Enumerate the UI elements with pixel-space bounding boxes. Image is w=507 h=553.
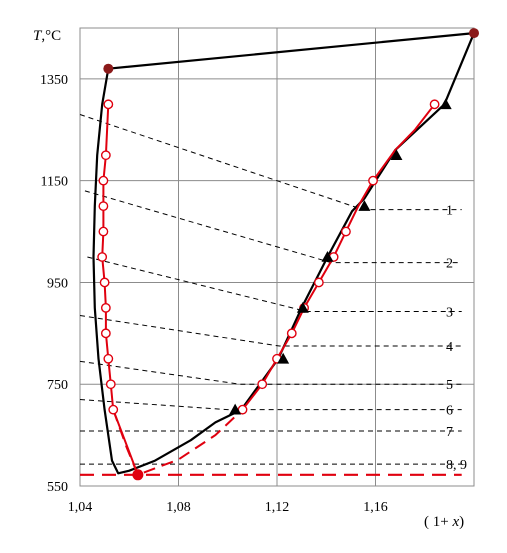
x-tick-label: 1,16 — [363, 500, 388, 515]
y-axis-label-unit: ,°C — [41, 28, 61, 44]
x-tick-label: 1,08 — [166, 500, 191, 515]
tie-line — [79, 398, 462, 411]
data-point-triangle — [358, 200, 371, 211]
data-point-triangle — [390, 149, 403, 161]
tie-line-label: 4 — [446, 340, 453, 355]
x-axis-label-close: ) — [459, 514, 464, 530]
data-point-circle — [100, 328, 111, 339]
data-point-circle — [97, 252, 108, 262]
data-point-circle — [368, 175, 378, 186]
data-point-circle — [313, 277, 324, 288]
x-tick-label: 1,04 — [68, 500, 93, 515]
data-point-triangle — [277, 352, 290, 364]
markers — [97, 28, 479, 481]
data-point-circle — [100, 150, 111, 161]
plot-frame — [79, 27, 475, 487]
tie-line-label: 5 — [446, 378, 453, 393]
series-line-red-solid — [101, 104, 139, 476]
tie-line — [87, 256, 462, 312]
series-line-red-solid — [241, 103, 436, 411]
grid — [79, 27, 475, 487]
tick-labels: 1,04 1,08 1,12 1,16 550 750 950 1150 1350 1 2 3 4 5 6 7… — [40, 73, 467, 515]
tie-line — [79, 114, 462, 211]
tie-lines — [79, 114, 462, 476]
eutectic-point — [132, 469, 144, 481]
data-point-triangle — [229, 403, 242, 415]
y-axis-label-var: T — [33, 28, 43, 44]
y-axis-label: T,°C — [33, 28, 61, 44]
data-point-circle — [105, 379, 116, 390]
y-tick-label: 750 — [47, 378, 68, 393]
tie-line — [84, 190, 462, 264]
tie-line — [79, 315, 462, 347]
tie-line-label: 7 — [446, 425, 453, 440]
data-point-circle — [98, 175, 109, 186]
data-point-circle — [98, 201, 109, 212]
data-point-circle — [286, 328, 297, 339]
data-point-circle — [103, 353, 114, 364]
y-tick-label: 1150 — [41, 175, 68, 190]
tie-line-label: 1 — [446, 204, 453, 219]
curves — [92, 32, 476, 477]
data-point-triangle — [296, 301, 309, 313]
data-point-triangle — [321, 251, 334, 262]
data-point-circle — [429, 99, 440, 110]
y-tick-label: 1350 — [40, 73, 68, 88]
y-tick-label: 950 — [47, 276, 68, 291]
data-point-circle — [257, 379, 268, 390]
endpoint-dot — [103, 63, 114, 74]
tie-line-label: 3 — [446, 305, 453, 320]
x-axis-label-var: x — [451, 514, 459, 530]
data-point-circle — [99, 277, 110, 288]
tie-line-label: 6 — [446, 404, 453, 419]
series-line-boundary-black — [92, 32, 476, 475]
data-point-circle — [341, 226, 351, 237]
series-line-red-dashed — [112, 408, 244, 477]
x-axis-label: ( 1+ x) — [424, 514, 464, 530]
data-point-circle — [103, 99, 114, 110]
tie-line — [79, 360, 462, 385]
x-tick-label: 1,12 — [265, 500, 290, 515]
x-axis-label-open: ( 1+ — [424, 514, 452, 530]
endpoint-dot — [469, 28, 479, 39]
data-point-triangle — [439, 98, 452, 110]
data-point-circle — [108, 404, 119, 415]
y-tick-label: 550 — [47, 480, 68, 495]
tie-line-label: 2 — [446, 257, 453, 272]
data-point-circle — [100, 302, 111, 313]
data-point-circle — [98, 226, 109, 237]
tie-line-label: 8, 9 — [446, 458, 467, 473]
